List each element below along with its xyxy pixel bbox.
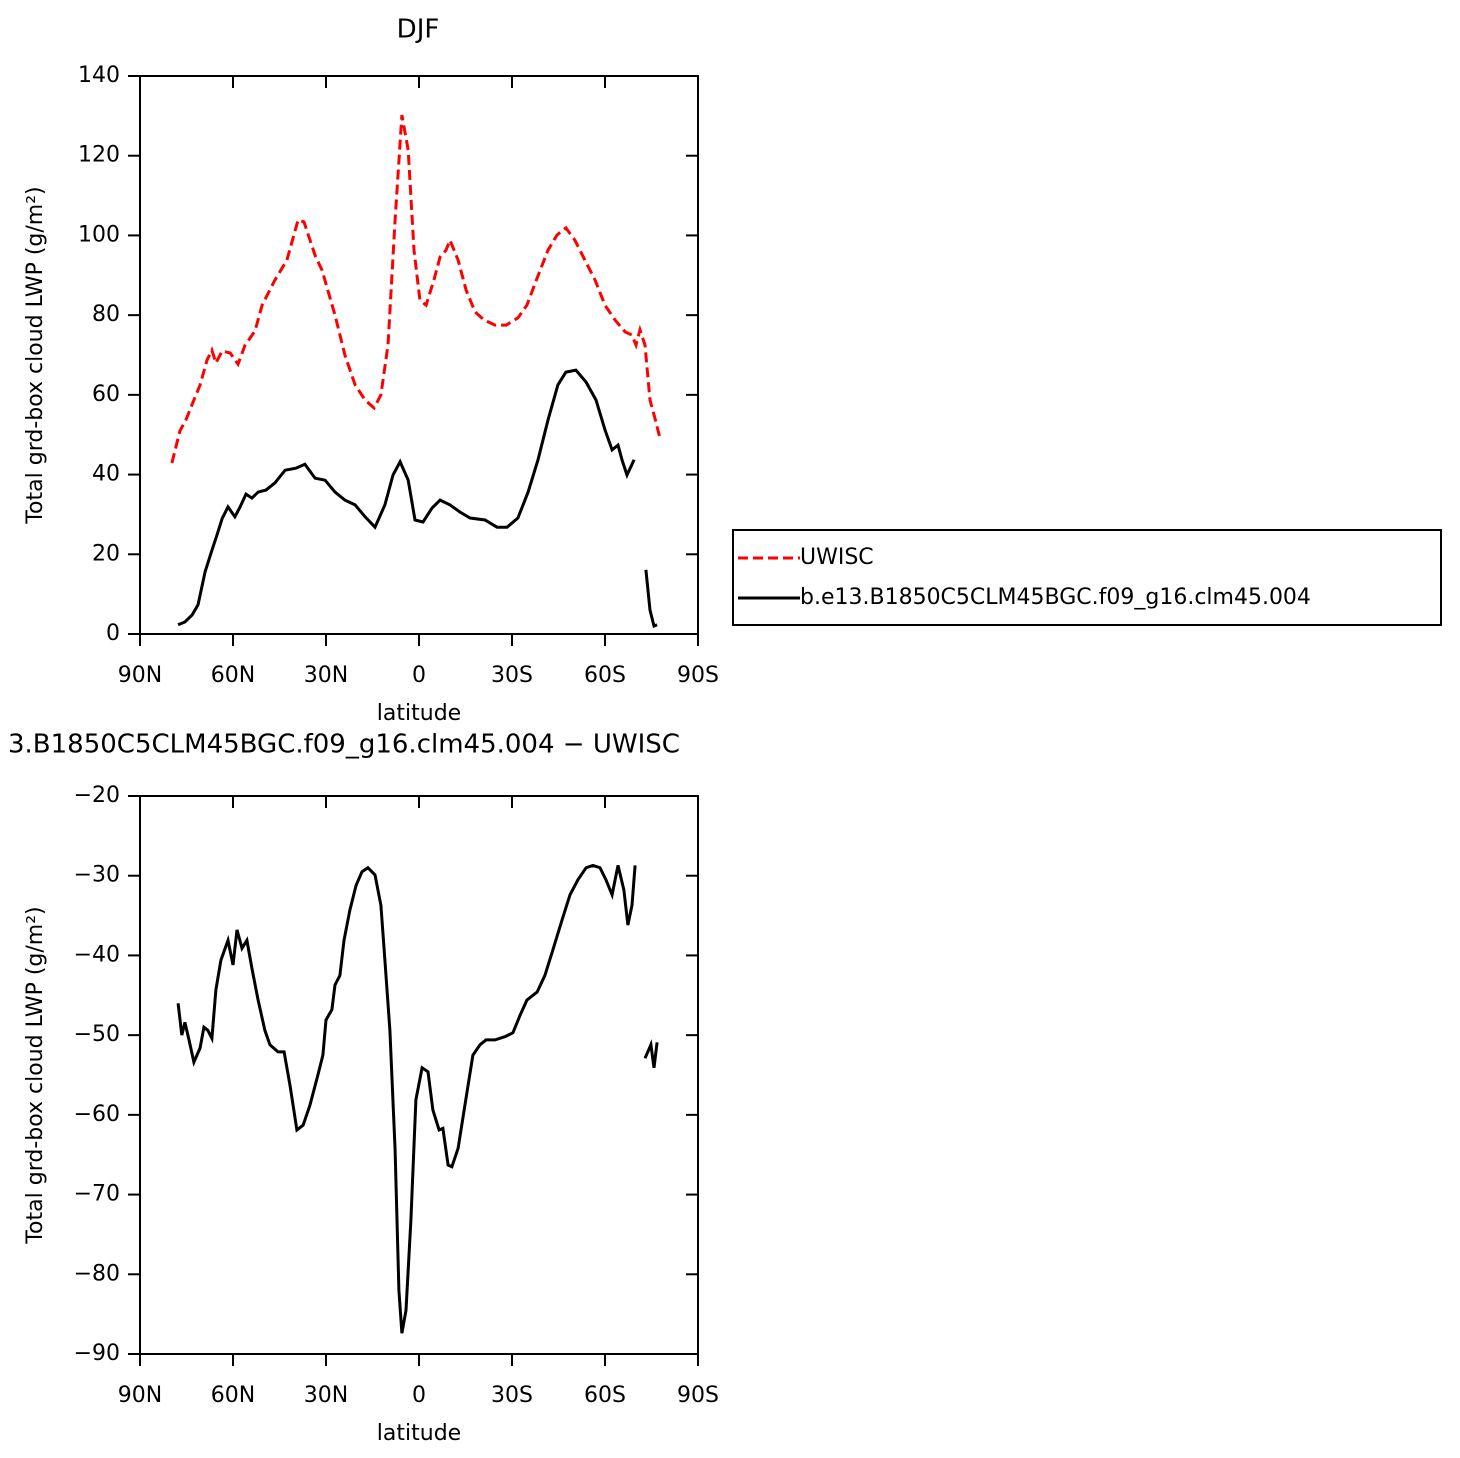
x-tick-label: 30N xyxy=(304,663,348,688)
chart-title: DJF xyxy=(397,15,440,45)
x-tick-label: 0 xyxy=(412,1383,426,1408)
y-tick-label: 80 xyxy=(92,302,120,327)
y-tick-label: −40 xyxy=(74,942,120,967)
x-tick-label: 30S xyxy=(491,663,533,688)
x-tick-label: 30N xyxy=(304,1383,348,1408)
y-tick-label: −70 xyxy=(74,1182,120,1207)
x-tick-label: 60S xyxy=(584,663,626,688)
y-tick-label: 40 xyxy=(92,462,120,487)
y-axis-label: Total grd-box cloud LWP (g/m²) xyxy=(23,906,48,1244)
plot-frame xyxy=(139,75,699,635)
x-tick-label: 0 xyxy=(412,663,426,688)
y-tick-label: −20 xyxy=(74,783,120,808)
series-line xyxy=(176,863,637,1334)
y-tick-label: −90 xyxy=(74,1341,120,1366)
x-tick-label: 90N xyxy=(118,663,162,688)
x-axis-label: latitude xyxy=(377,701,461,726)
legend-box xyxy=(732,529,1442,626)
series-line xyxy=(170,114,662,464)
series-line xyxy=(177,368,636,627)
series-line xyxy=(643,1039,659,1068)
y-tick-label: 60 xyxy=(92,382,120,407)
y-tick-label: 140 xyxy=(78,63,120,88)
series-line xyxy=(644,569,658,629)
x-axis-label: latitude xyxy=(377,1421,461,1446)
y-tick-label: −60 xyxy=(74,1102,120,1127)
y-tick-label: −50 xyxy=(74,1022,120,1047)
y-tick-label: −80 xyxy=(74,1261,120,1286)
chart-title: 3.B1850C5CLM45BGC.f09_g16.clm45.004 − UW… xyxy=(8,730,680,760)
x-tick-label: 30S xyxy=(491,1383,533,1408)
y-tick-label: −30 xyxy=(74,863,120,888)
legend-label: UWISC xyxy=(800,545,874,570)
y-tick-label: 100 xyxy=(78,222,120,247)
y-tick-label: 20 xyxy=(92,541,120,566)
x-tick-label: 60S xyxy=(584,1383,626,1408)
x-tick-label: 60N xyxy=(211,663,255,688)
x-tick-label: 90N xyxy=(118,1383,162,1408)
y-axis-label: Total grd-box cloud LWP (g/m²) xyxy=(23,186,48,524)
x-tick-label: 90S xyxy=(677,1383,719,1408)
y-tick-label: 120 xyxy=(78,143,120,168)
x-tick-label: 90S xyxy=(677,663,719,688)
y-tick-label: 0 xyxy=(106,621,120,646)
x-tick-label: 60N xyxy=(211,1383,255,1408)
legend-label: b.e13.B1850C5CLM45BGC.f09_g16.clm45.004 xyxy=(800,585,1311,610)
